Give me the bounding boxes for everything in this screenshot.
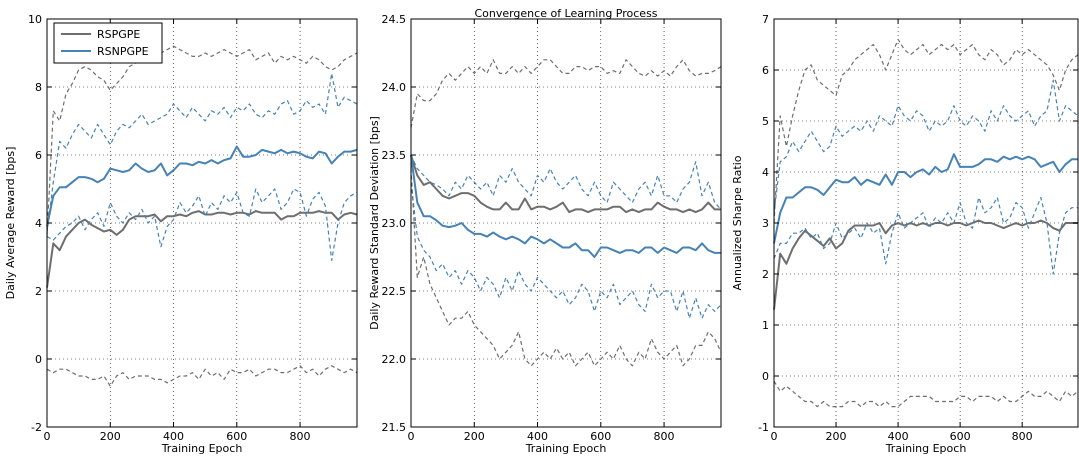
figure-title: Convergence of Learning Process	[474, 7, 657, 20]
chart1-y-tick-label: 6	[35, 149, 42, 162]
chart1-series-rsnpgpe-line	[46, 145, 358, 227]
chart1-series-rspgpe-line	[46, 210, 358, 288]
chart3-x-tick-label: 600	[950, 430, 971, 443]
chart1-x-tick-label: 400	[163, 430, 184, 443]
chart2-series-rspgpe-dashed-band-5	[410, 168, 722, 367]
chart1-y-tick-label: 0	[35, 353, 42, 366]
chart1-series-rspgpe-dashed-band-2	[46, 45, 358, 237]
chart2-series-rspgpe-dashed-band-2	[410, 59, 722, 128]
legend-label-rspgpe: RSPGPE	[97, 28, 140, 41]
chart3-series-rspgpe-dashed-band-2	[773, 38, 1079, 224]
chart3-x-tick-label: 0	[771, 430, 778, 443]
chart3-y-tick-label: 0	[762, 370, 769, 383]
chart1-series-rsnpgpe-dashed-band-3	[46, 72, 358, 234]
chart3-x-axis-label: Training Epoch	[885, 442, 967, 455]
chart1-y-tick-label: 10	[28, 13, 42, 26]
chart1-y-tick-label: -2	[31, 421, 42, 434]
chart2-x-tick-label: 800	[654, 430, 675, 443]
chart1-x-tick-label: 200	[100, 430, 121, 443]
chart3-y-tick-label: 7	[762, 13, 769, 26]
chart3-series-rspgpe-line	[773, 219, 1078, 310]
chart2-y-tick-label: 21.5	[382, 421, 407, 434]
chart2-y-axis-label: Daily Reward Standard Deviation [bps]	[368, 116, 381, 330]
legend-box	[53, 22, 163, 64]
chart3-series-rspgpe-dashed-band-5	[773, 380, 1079, 408]
chart3-y-tick-label: 2	[762, 268, 769, 281]
chart1-x-tick-label: 800	[290, 430, 311, 443]
chart2-x-axis-label: Training Epoch	[525, 442, 607, 455]
chart2-y-tick-label: 23.0	[382, 217, 407, 230]
chart3-y-tick-label: 1	[762, 319, 769, 332]
chart1-x-tick-label: 600	[226, 430, 247, 443]
chart1-x-axis-label: Training Epoch	[161, 442, 243, 455]
chart1-y-tick-label: 2	[35, 285, 42, 298]
chart1-y-axis-label: Daily Average Reward [bps]	[4, 147, 17, 300]
chart2-y-tick-label: 24.5	[382, 13, 407, 26]
chart2-x-tick-label: 0	[408, 430, 415, 443]
chart1-series-rsnpgpe-dashed-band-4	[46, 188, 358, 261]
chart2-x-tick-label: 200	[464, 430, 485, 443]
chart2-x-tick-label: 400	[527, 430, 548, 443]
chart2-y-tick-label: 23.5	[382, 149, 407, 162]
chart2-plot-area	[411, 19, 721, 427]
chart3-x-tick-label: 200	[826, 430, 847, 443]
chart3-series-rsnpgpe-dashed-band-4	[773, 196, 1078, 275]
chart2-series-rsnpgpe-dashed-band-3	[410, 154, 722, 210]
chart3-y-tick-label: 4	[762, 166, 769, 179]
legend: RSPGPE RSNPGPE	[53, 22, 163, 64]
chart2-y-tick-label: 22.5	[382, 285, 407, 298]
chart2-series-rsnpgpe-line	[410, 154, 721, 258]
chart3-y-tick-label: 3	[762, 217, 769, 230]
chart2-y-tick-label: 24.0	[382, 81, 407, 94]
chart1-plot-area	[47, 19, 357, 427]
chart2-series-rspgpe-line	[410, 154, 721, 214]
chart1-x-tick-label: 0	[44, 430, 51, 443]
chart1-series-rspgpe-dashed-band-5	[46, 365, 358, 387]
chart1-y-tick-label: 4	[35, 217, 42, 230]
chart2-y-tick-label: 22.0	[382, 353, 407, 366]
chart3-y-tick-label: 6	[762, 64, 769, 77]
chart3-y-axis-label: Annualized Sharpe Ratio	[731, 155, 744, 290]
chart3-y-tick-label: 5	[762, 115, 769, 128]
chart3-x-tick-label: 800	[1012, 430, 1033, 443]
chart3-series-rsnpgpe-line	[773, 153, 1078, 244]
chart2-x-tick-label: 600	[590, 430, 611, 443]
chart1-y-tick-label: 8	[35, 81, 42, 94]
chart3-series-rsnpgpe-dashed-band-3	[773, 79, 1079, 213]
chart3-x-tick-label: 400	[888, 430, 909, 443]
chart-panel-std-deviation: 0 200 400 600 800 21.5 22.0 22.5 23.0 23.5 24.0 24.…	[368, 13, 722, 455]
chart3-y-tick-label: -1	[758, 421, 769, 434]
legend-label-rsnpgpe: RSNPGPE	[97, 45, 149, 58]
